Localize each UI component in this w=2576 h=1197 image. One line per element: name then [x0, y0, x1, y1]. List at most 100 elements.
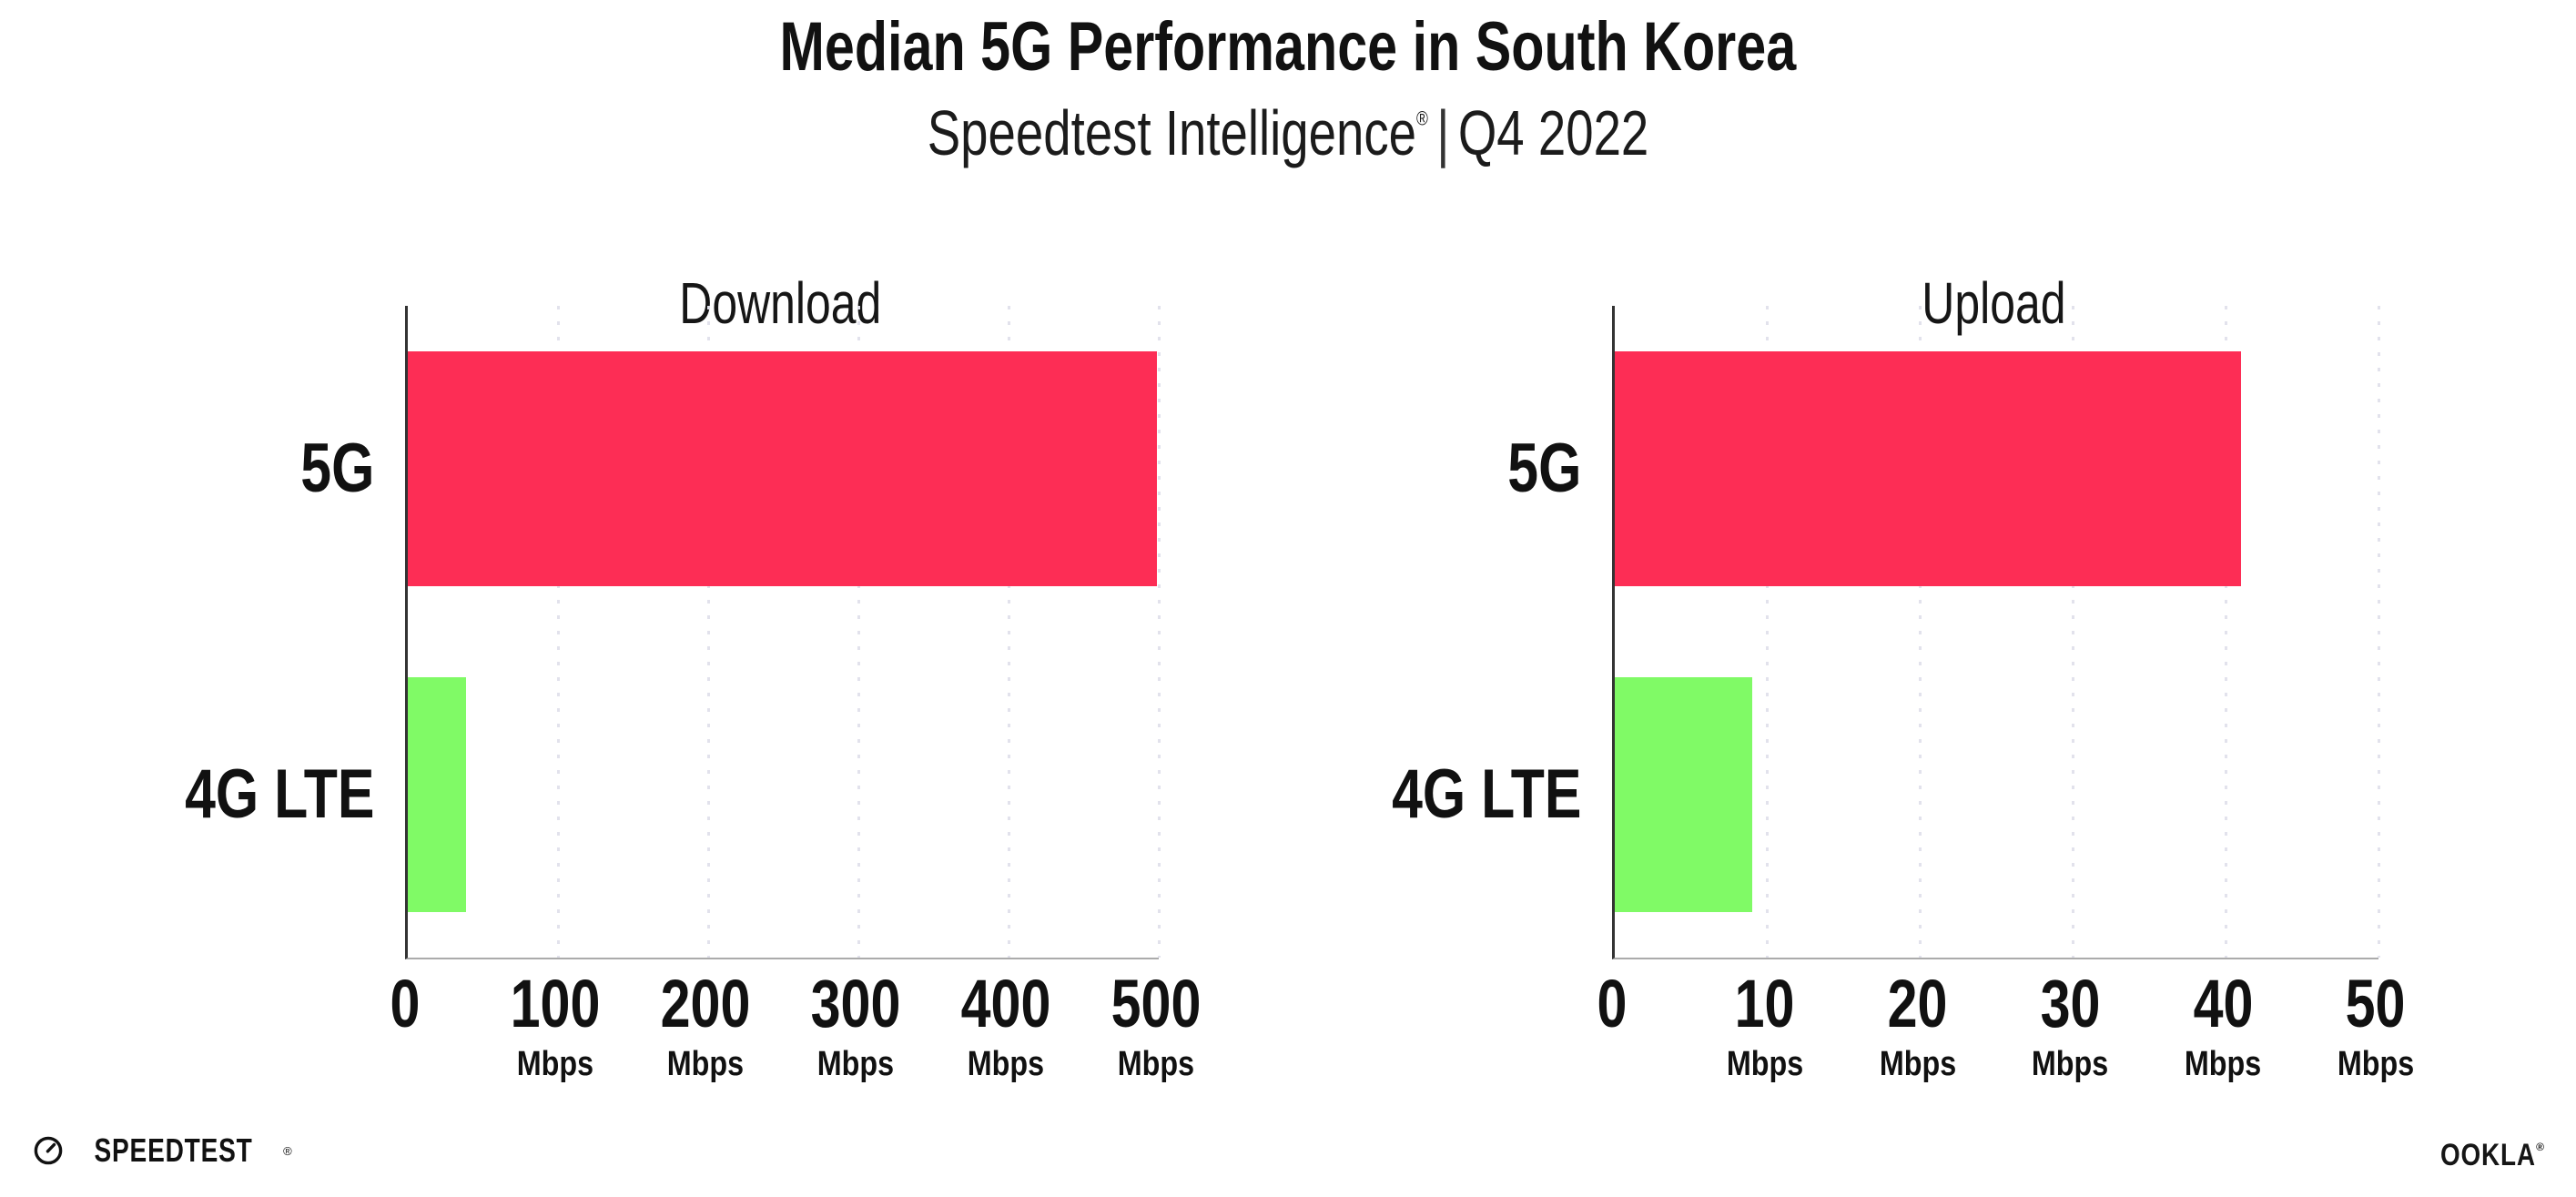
- category-label-5g: 5G: [282, 434, 374, 503]
- x-tick-value-text: 400: [960, 966, 1051, 1041]
- x-tick-200: 200 Mbps: [649, 970, 761, 1082]
- x-tick-value: 400: [949, 966, 1061, 1041]
- x-tick-value-text: 40: [2193, 966, 2254, 1041]
- x-tick-100: 100 Mbps: [499, 970, 611, 1082]
- x-tick-20: 20 Mbps: [1872, 970, 1962, 1082]
- x-axis-upload: 0 10 Mbps 20 Mbps 30 Mbps 40 Mbps 50 Mbps: [1356, 970, 2458, 1143]
- x-tick-400: 400 Mbps: [949, 970, 1061, 1082]
- x-tick-value-text: 20: [1887, 966, 1948, 1041]
- category-labels-download: 5G 4G LTE: [137, 306, 374, 958]
- subtitle-period: Q4 2022: [1457, 97, 1649, 168]
- gridline-40: [2224, 306, 2227, 958]
- x-tick-value: 30: [2033, 966, 2107, 1041]
- x-tick-0: 0: [1593, 970, 1630, 1038]
- x-tick-unit: Mbps: [499, 1047, 611, 1081]
- x-tick-value: 50: [2338, 966, 2413, 1041]
- x-tick-value: 500: [1100, 966, 1212, 1041]
- bar-4g-lte-download: [408, 677, 467, 912]
- x-tick-unit-text: Mbps: [1117, 1045, 1195, 1083]
- x-tick-value-text: 50: [2346, 966, 2406, 1041]
- x-tick-unit: Mbps: [2178, 1047, 2268, 1081]
- x-tick-40: 40 Mbps: [2178, 966, 2268, 1082]
- registered-mark: ®: [1416, 107, 1428, 130]
- category-label-4g-lte: 4G LTE: [1344, 760, 1581, 829]
- x-axis-download: 0 100 Mbps 200 Mbps 300 Mbps 400 Mbps 500 Mbps: [137, 970, 1238, 1143]
- ookla-registered-mark: ®: [2536, 1141, 2545, 1153]
- x-tick-unit-text: Mbps: [2185, 1045, 2262, 1083]
- ookla-logo-text: OOKLA: [2440, 1138, 2537, 1172]
- x-tick-unit: Mbps: [799, 1047, 911, 1081]
- x-tick-unit-text: Mbps: [2032, 1045, 2109, 1083]
- category-row: 5G: [137, 306, 374, 632]
- chart-title-download: Download: [405, 267, 1156, 340]
- speedtest-logo: SPEEDTEST ®: [33, 1134, 292, 1167]
- x-tick-unit: Mbps: [649, 1047, 761, 1081]
- chart-title-text: Download: [679, 270, 882, 337]
- gridline-50: [2377, 306, 2380, 958]
- x-tick-unit-text: Mbps: [516, 1045, 594, 1083]
- x-tick-500: 500 Mbps: [1100, 970, 1212, 1082]
- x-tick-unit-text: Mbps: [2337, 1045, 2415, 1083]
- x-tick-unit: Mbps: [1872, 1047, 1962, 1081]
- bar-5g-upload: [1615, 351, 2241, 586]
- x-tick-value: 300: [799, 966, 911, 1041]
- category-labels-upload: 5G 4G LTE: [1356, 306, 1581, 958]
- x-tick-unit: Mbps: [949, 1047, 1061, 1081]
- gridline-400: [1007, 306, 1010, 958]
- ookla-logo: OOKLA®: [2419, 1140, 2545, 1171]
- category-label-5g: 5G: [1489, 434, 1581, 503]
- x-tick-value-text: 10: [1734, 966, 1795, 1041]
- x-tick-0: 0: [386, 970, 423, 1038]
- category-label-4g-lte: 4G LTE: [137, 760, 374, 829]
- x-tick-value: 200: [649, 966, 761, 1041]
- x-tick-50: 50 Mbps: [2330, 970, 2420, 1082]
- gridline-200: [706, 306, 710, 958]
- bar-4g-lte-upload: [1615, 677, 1753, 912]
- x-tick-value: 100: [499, 966, 611, 1041]
- x-tick-unit: Mbps: [1100, 1047, 1212, 1081]
- x-tick-value-text: 0: [1597, 966, 1628, 1041]
- x-tick-value-text: 100: [510, 966, 601, 1041]
- gridline-500: [1157, 306, 1161, 958]
- page-title-text: Median 5G Performance in South Korea: [779, 8, 1797, 86]
- chart-download: Download 5G 4G LTE 0 100 Mbps 200 Mbps 300 Mbps 40…: [137, 218, 1238, 1156]
- x-tick-300: 300 Mbps: [799, 970, 911, 1082]
- plot-area-upload: [1612, 306, 2380, 959]
- x-tick-value-text: 30: [2040, 966, 2101, 1041]
- category-label-text: 4G LTE: [1391, 756, 1581, 833]
- x-tick-10: 10 Mbps: [1719, 966, 1810, 1082]
- x-tick-value-text: 200: [660, 966, 751, 1041]
- x-tick-unit-text: Mbps: [1726, 1045, 1803, 1083]
- chart-upload: Upload 5G 4G LTE 0 10 Mbps 20 Mbps 30 Mbps 40 Mbps 5…: [1356, 218, 2458, 1156]
- x-tick-unit-text: Mbps: [1879, 1045, 1956, 1083]
- x-tick-30: 30 Mbps: [2025, 970, 2115, 1083]
- bar-5g-download: [408, 351, 1158, 586]
- category-label-text: 4G LTE: [184, 756, 374, 833]
- x-tick-unit-text: Mbps: [967, 1045, 1045, 1083]
- gridline-300: [857, 306, 860, 958]
- page-title: Median 5G Performance in South Korea: [0, 13, 2576, 82]
- speedtest-logo-text: SPEEDTEST: [94, 1131, 253, 1169]
- category-row: 4G LTE: [137, 632, 374, 958]
- x-tick-unit-text: Mbps: [666, 1045, 745, 1083]
- x-tick-unit-text: Mbps: [816, 1045, 895, 1083]
- x-tick-value-text: 500: [1111, 966, 1202, 1041]
- gridline-100: [556, 306, 560, 958]
- plot-area-download: [405, 306, 1161, 959]
- subtitle-brand: Speedtest Intelligence: [927, 97, 1417, 168]
- category-label-text: 5G: [299, 430, 374, 507]
- gridline-10: [1766, 306, 1770, 958]
- category-label-text: 5G: [1506, 430, 1581, 507]
- x-tick-value-text: 300: [810, 966, 901, 1041]
- x-tick-unit: Mbps: [2330, 1047, 2420, 1081]
- chart-title-upload: Upload: [1612, 267, 2376, 340]
- gridline-20: [1919, 306, 1922, 958]
- page-subtitle: Speedtest Intelligence® | Q4 2022: [0, 98, 2576, 168]
- x-tick-value: 0: [1593, 966, 1630, 1041]
- subtitle-separator: |: [1436, 97, 1450, 168]
- category-row: 5G: [1356, 306, 1581, 632]
- x-tick-unit: Mbps: [1719, 1047, 1810, 1081]
- gauge-icon: [34, 1136, 63, 1165]
- x-tick-value: 20: [1880, 966, 1954, 1041]
